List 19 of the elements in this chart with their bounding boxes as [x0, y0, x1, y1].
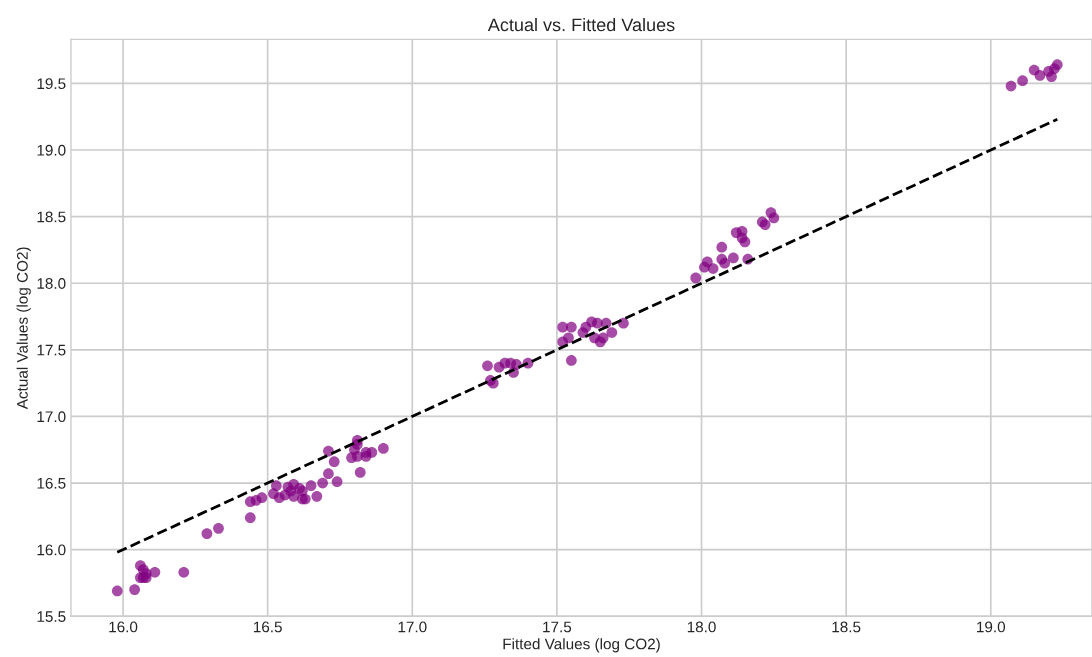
y-tick-label: 15.5	[37, 611, 66, 622]
x-tick-label: 19.0	[977, 621, 1006, 633]
x-tick-label: 16.5	[253, 621, 282, 633]
y-tick-label: 19.5	[37, 78, 66, 90]
chart-title: Actual vs. Fitted Values	[487, 18, 675, 32]
y-tick-label: 16.5	[37, 477, 66, 489]
y-tick-label: 19.0	[37, 144, 66, 156]
y-tick-label: 18.5	[37, 211, 66, 223]
y-tick-label: 17.0	[37, 411, 66, 423]
x-tick-label: 16.0	[109, 621, 138, 633]
x-tick-label: 17.5	[543, 621, 572, 633]
x-tick-label: 18.5	[832, 621, 861, 633]
x-tick-label: 17.0	[398, 621, 427, 633]
y-axis-title: Actual Values (log CO2)	[16, 247, 31, 410]
y-tick-label: 18.0	[37, 278, 66, 289]
x-tick-label: 18.0	[687, 621, 716, 633]
y-tick-label: 17.5	[37, 344, 66, 356]
x-axis-title: Fitted Values (log CO2)	[503, 638, 660, 653]
y-tick-label: 16.0	[37, 544, 66, 556]
